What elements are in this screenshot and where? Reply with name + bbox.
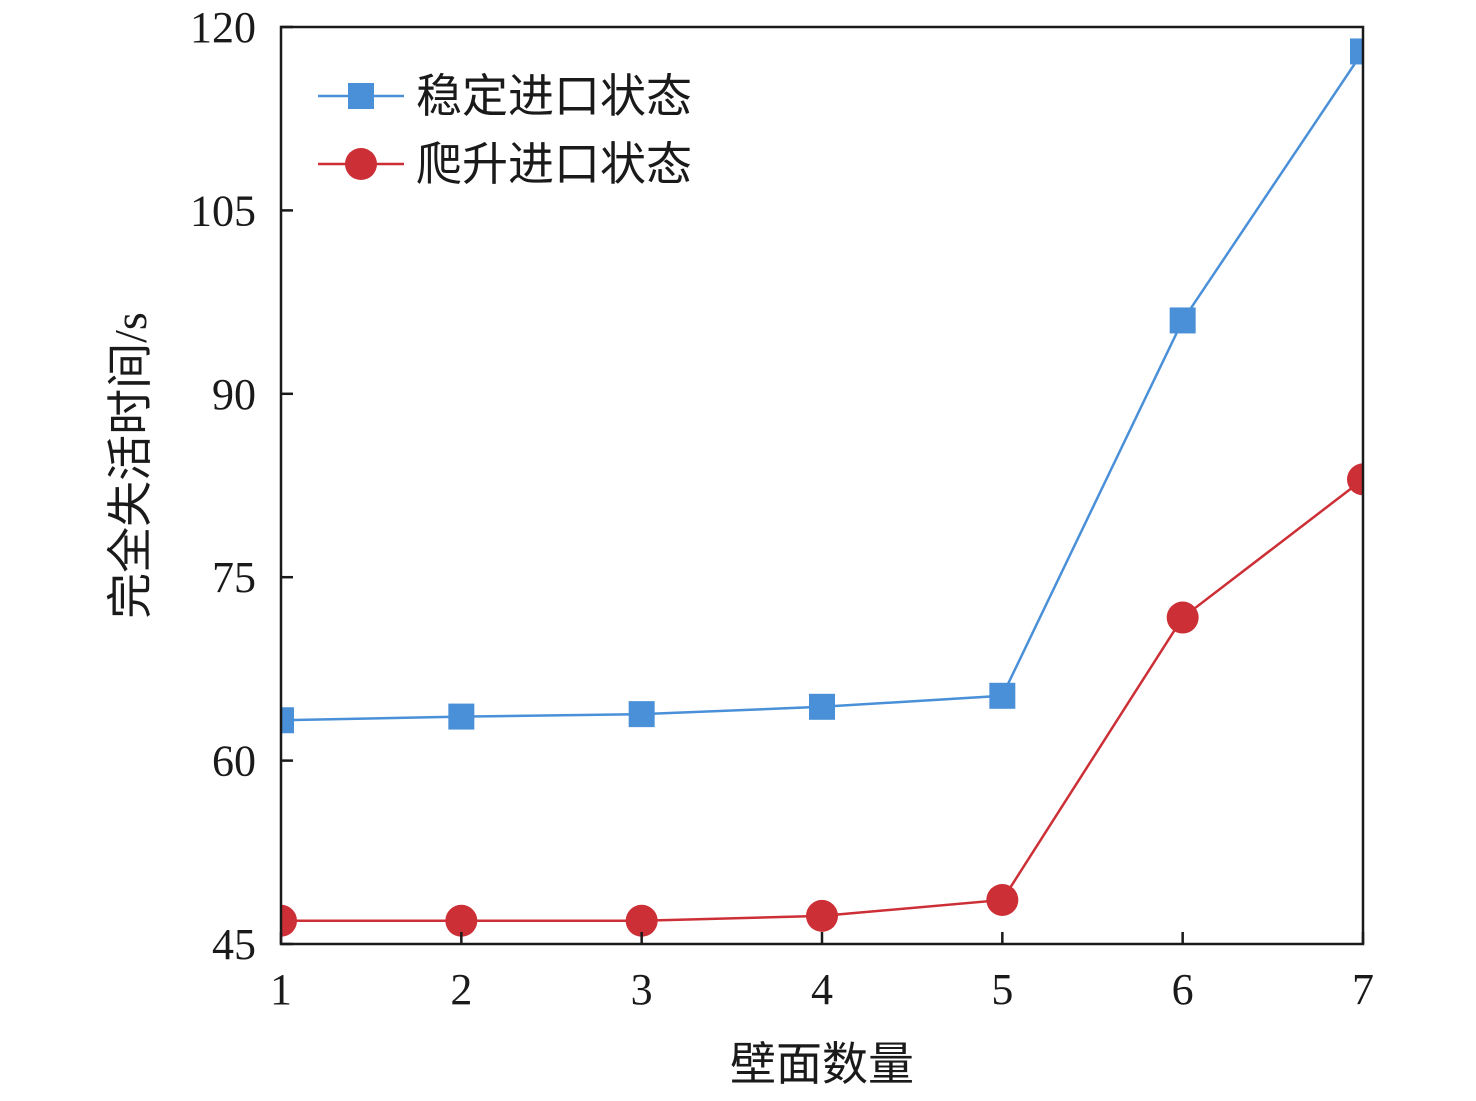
data-point [625, 904, 658, 937]
data-point [1347, 463, 1363, 496]
legend-label: 稳定进口状态 [416, 71, 692, 122]
y-tick-label: 75 [212, 553, 256, 602]
x-tick-label: 6 [1172, 965, 1194, 1014]
legend-marker [345, 148, 377, 180]
data-point [1350, 38, 1363, 65]
y-tick-label: 120 [190, 3, 256, 52]
data-point [281, 904, 297, 937]
x-tick-label: 7 [1352, 965, 1374, 1014]
y-tick-label: 45 [212, 920, 256, 969]
data-point [628, 701, 655, 728]
x-tick-label: 1 [270, 965, 292, 1014]
data-point [281, 707, 294, 734]
data-point [809, 693, 835, 720]
series-layer [281, 38, 1363, 937]
data-point [1169, 307, 1196, 334]
data-point [445, 904, 478, 937]
y-tick-label: 60 [212, 737, 256, 786]
y-tick-label: 90 [212, 370, 256, 419]
data-point [989, 682, 1016, 709]
legend-label: 爬升进口状态 [416, 139, 692, 190]
legend-item: 爬升进口状态 [318, 139, 692, 190]
data-point [448, 703, 475, 730]
data-point [986, 883, 1019, 916]
series-1 [281, 38, 1363, 734]
x-tick-label: 5 [991, 965, 1013, 1014]
y-tick-label: 105 [190, 186, 256, 235]
legend-item: 稳定进口状态 [318, 71, 692, 122]
x-tick-label: 2 [450, 965, 472, 1014]
x-axis-title: 壁面数量 [730, 1039, 914, 1090]
data-point [1166, 601, 1199, 634]
legend-marker [348, 83, 374, 109]
y-axis-title: 完全失活时间/s [105, 312, 156, 619]
x-tick-label: 4 [811, 965, 833, 1014]
x-tick-label: 3 [631, 965, 653, 1014]
series-2 [281, 463, 1363, 937]
data-point [806, 899, 838, 932]
